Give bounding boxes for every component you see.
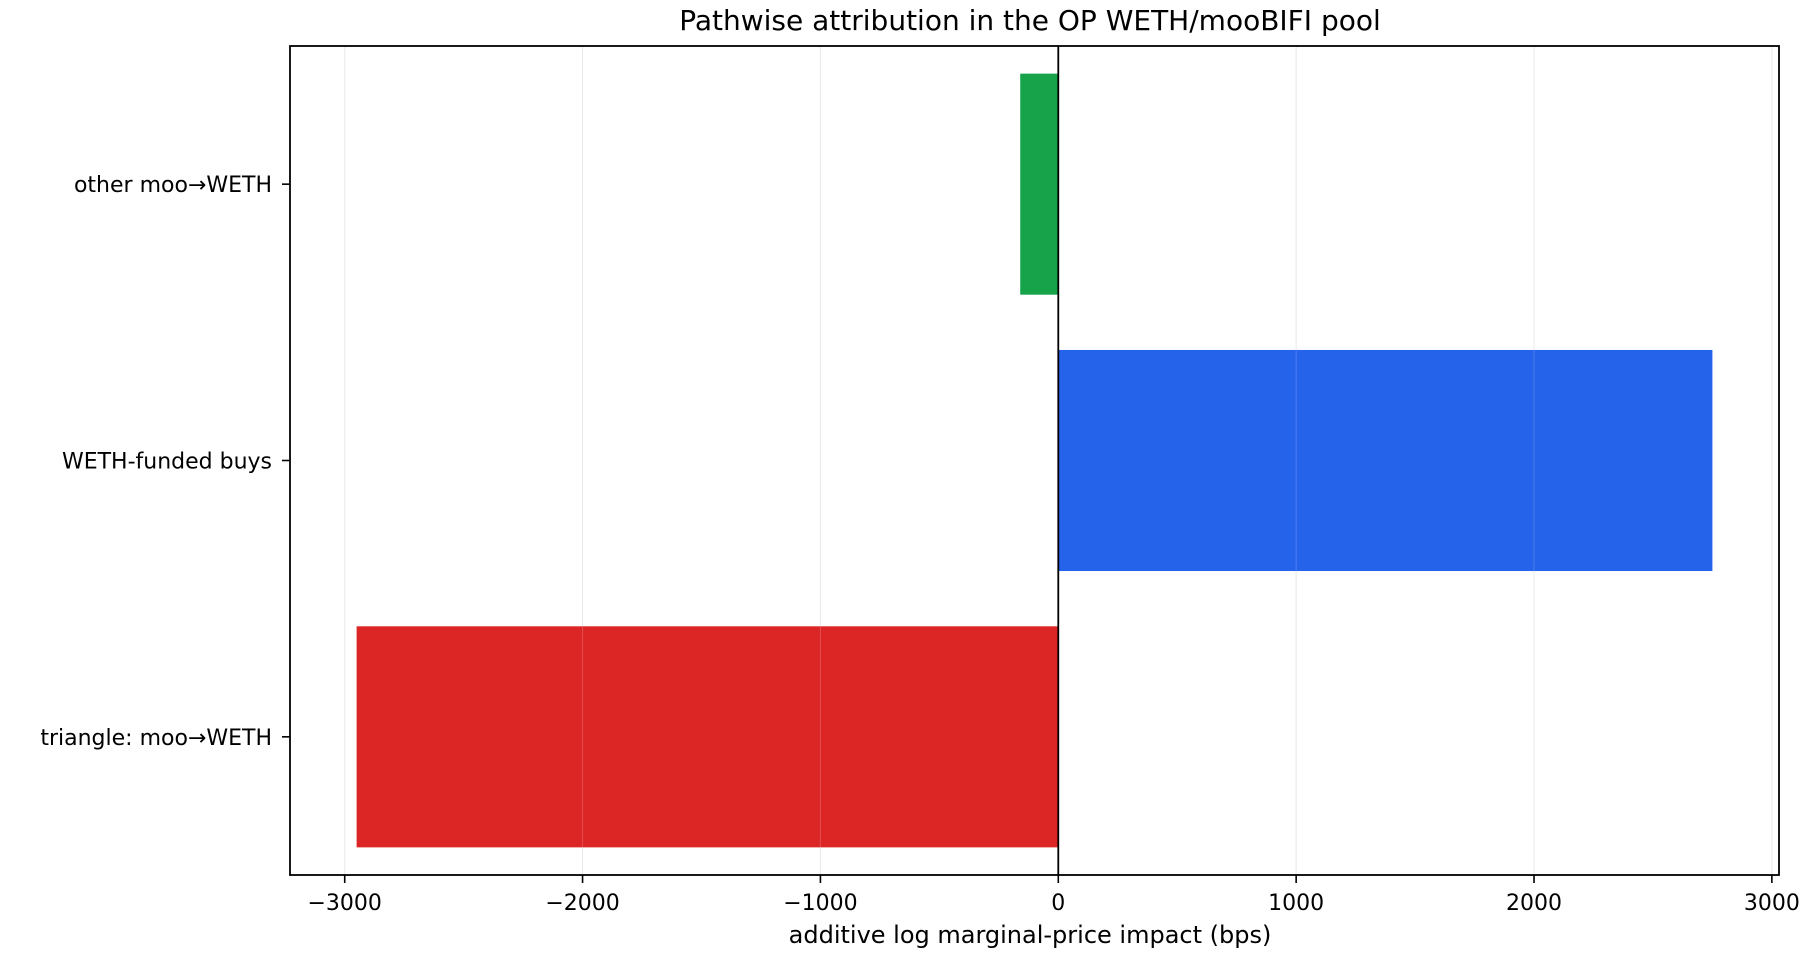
x-tick-label: 3000 — [1744, 891, 1800, 916]
bar-0 — [356, 626, 1059, 848]
x-tick-label: 2000 — [1506, 891, 1562, 916]
y-tick-label: triangle: moo→WETH — [40, 726, 272, 751]
x-tick-label: −3000 — [307, 891, 381, 916]
x-tick-label: 0 — [1051, 891, 1065, 916]
bar-2 — [1020, 73, 1059, 295]
x-axis-label: additive log marginal-price impact (bps) — [789, 921, 1272, 949]
axes: −3000 −2000 −1000 0 1000 2000 3000 triangle: mo… — [40, 45, 1800, 916]
bar-1 — [1058, 349, 1713, 572]
x-tick-label: 1000 — [1268, 891, 1324, 916]
x-tick-label: −1000 — [783, 891, 857, 916]
x-tick-label: −2000 — [545, 891, 619, 916]
bars — [344, 46, 1773, 875]
y-tick-label: WETH-funded buys — [62, 450, 272, 475]
y-tick-label: other moo→WETH — [74, 173, 272, 198]
chart-title: Pathwise attribution in the OP WETH/mooB… — [679, 4, 1381, 37]
